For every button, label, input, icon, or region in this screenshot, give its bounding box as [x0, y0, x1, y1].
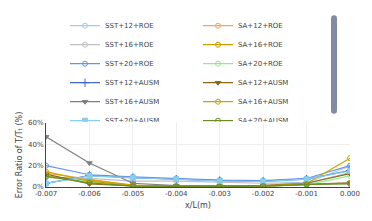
svg-text:SA+16+ROE: SA+16+ROE — [238, 41, 283, 49]
svg-text:0.000: 0.000 — [340, 190, 360, 198]
svg-text:SST+16+AUSM: SST+16+AUSM — [105, 98, 159, 106]
svg-text:SST+20+AUSM: SST+20+AUSM — [105, 117, 159, 121]
svg-text:-0.001: -0.001 — [295, 190, 318, 198]
svg-text:-0.002: -0.002 — [252, 190, 275, 198]
svg-text:20%: 20% — [28, 162, 44, 170]
svg-text:-0.004: -0.004 — [165, 190, 188, 198]
svg-text:40%: 40% — [28, 141, 44, 149]
svg-text:SA+20+ROE: SA+20+ROE — [238, 60, 283, 68]
svg-text:-0.005: -0.005 — [122, 190, 145, 198]
svg-text:Error Ratio of T/Tₜ (%): Error Ratio of T/Tₜ (%) — [15, 112, 24, 199]
svg-text:SST+20+ROE: SST+20+ROE — [105, 60, 154, 68]
svg-text:60%: 60% — [28, 119, 44, 127]
svg-text:SA+12+AUSM: SA+12+AUSM — [238, 79, 288, 87]
svg-text:0%: 0% — [32, 183, 43, 191]
svg-text:SST+12+ROE: SST+12+ROE — [105, 22, 154, 30]
svg-text:x/L(m): x/L(m) — [185, 201, 211, 210]
svg-text:-0.006: -0.006 — [78, 190, 101, 198]
svg-text:-0.007: -0.007 — [35, 190, 58, 198]
svg-text:SST+16+ROE: SST+16+ROE — [105, 41, 154, 49]
svg-text:-0.003: -0.003 — [208, 190, 231, 198]
svg-text:SA+20+AUSM: SA+20+AUSM — [238, 117, 288, 121]
svg-text:SA+16+AUSM: SA+16+AUSM — [238, 98, 288, 106]
svg-text:SST+12+AUSM: SST+12+AUSM — [105, 79, 159, 87]
svg-text:SA+12+ROE: SA+12+ROE — [238, 22, 283, 30]
